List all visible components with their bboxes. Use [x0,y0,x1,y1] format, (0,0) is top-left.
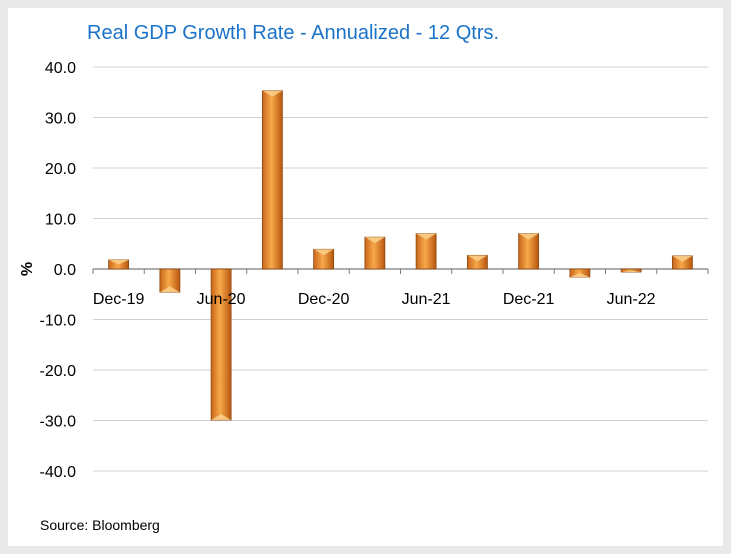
y-tick-label: 40.0 [45,60,76,77]
bars [108,90,693,421]
source-note: Source: Bloomberg [40,517,160,533]
bar-cap [416,233,437,240]
bar-cap [262,90,283,97]
bar-cap [313,249,334,256]
x-tick-label: Jun-20 [197,291,246,308]
x-tick-label: Jun-22 [607,291,656,308]
bar-cap [211,413,232,420]
y-tick-label: 30.0 [45,111,76,128]
y-tick-label: 20.0 [45,161,76,178]
bar-sep-20 [261,90,283,270]
x-tick-label: Dec-19 [93,291,145,308]
bar-cap [518,233,539,240]
gridlines [92,66,709,472]
bar-cap [621,270,642,273]
y-tick-label: -20.0 [40,363,77,380]
y-tick-labels: 40.0 30.0 20.0 10.0 0.0 -10.0 -20.0 -30.0 -40.0 [40,60,77,481]
y-tick-label: -10.0 [40,313,77,330]
chart-title: Real GDP Growth Rate - Annualized - 12 Q… [87,22,500,44]
x-tick-label: Dec-20 [298,291,350,308]
y-tick-label: 0.0 [54,262,76,279]
x-tick-label: Dec-21 [503,291,555,308]
bar-cap [467,255,488,262]
x-tick-label: Jun-21 [402,291,451,308]
y-tick-label: 10.0 [45,212,76,229]
bar-cap [159,286,180,293]
bar-cap [364,237,385,244]
y-tick-label: -40.0 [40,464,77,481]
bar-cap [672,255,693,262]
bar-cap [108,259,129,265]
y-axis-label: % [19,262,36,276]
bar-cap [569,273,590,278]
x-tick-labels: Dec-19 Jun-20 Dec-20 Jun-21 Dec-21 Jun-22 [93,291,656,308]
y-tick-label: -30.0 [40,414,77,431]
